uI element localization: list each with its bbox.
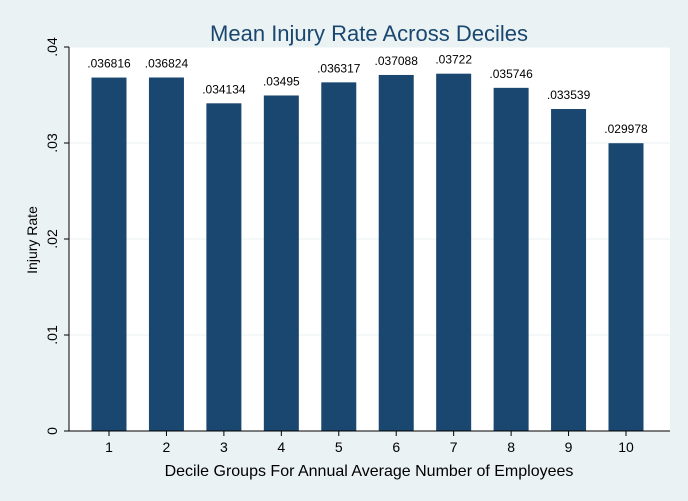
bar — [263, 95, 299, 431]
y-tick-label: 0 — [44, 427, 60, 435]
bar-value-label: .035746 — [489, 67, 533, 81]
x-tick-label: 1 — [105, 439, 113, 455]
y-tick-label: .01 — [44, 325, 60, 345]
bar-value-label: .033539 — [547, 88, 591, 102]
x-tick-label: 7 — [450, 439, 458, 455]
bars-group — [91, 73, 644, 432]
bar-value-label: .036816 — [87, 57, 131, 71]
bar-value-label: .029978 — [604, 122, 648, 136]
bar-value-label: .036317 — [317, 61, 361, 75]
bar — [91, 77, 127, 431]
y-axis: 0 .01 .02 .03 .04 — [44, 37, 70, 435]
y-tick-label: .03 — [44, 133, 60, 153]
bar — [608, 143, 644, 432]
chart-title: Mean Injury Rate Across Deciles — [210, 21, 528, 46]
x-axis-title: Decile Groups For Annual Average Number … — [165, 463, 574, 480]
bar — [493, 87, 529, 431]
bar-value-label: .03722 — [435, 53, 472, 67]
y-tick-label: .02 — [44, 229, 60, 249]
bar — [378, 74, 414, 431]
x-tick-label: 6 — [392, 439, 400, 455]
x-tick-label: 8 — [507, 439, 515, 455]
bar-value-label: .036824 — [145, 56, 189, 70]
y-tick-label: .04 — [44, 37, 60, 57]
bar — [321, 82, 357, 431]
x-tick-label: 10 — [618, 439, 634, 455]
x-tick-label: 5 — [335, 439, 343, 455]
x-tick-label: 4 — [277, 439, 285, 455]
x-axis: 1 2 3 4 5 6 7 8 9 10 — [69, 430, 670, 455]
value-labels-group: .036816 .036824 .034134 .03495 .036317 .03708… — [87, 53, 648, 137]
x-tick-label: 2 — [163, 439, 171, 455]
bar-value-label: .037088 — [375, 54, 419, 68]
y-axis-title: Injury Rate — [24, 206, 40, 274]
x-tick-label: 3 — [220, 439, 228, 455]
bar — [148, 77, 184, 432]
bar — [551, 109, 587, 431]
bar-value-label: .03495 — [263, 74, 300, 88]
bar — [206, 103, 242, 431]
bar — [436, 73, 472, 432]
x-tick-label: 9 — [565, 439, 573, 455]
bar-value-label: .034134 — [202, 82, 246, 96]
